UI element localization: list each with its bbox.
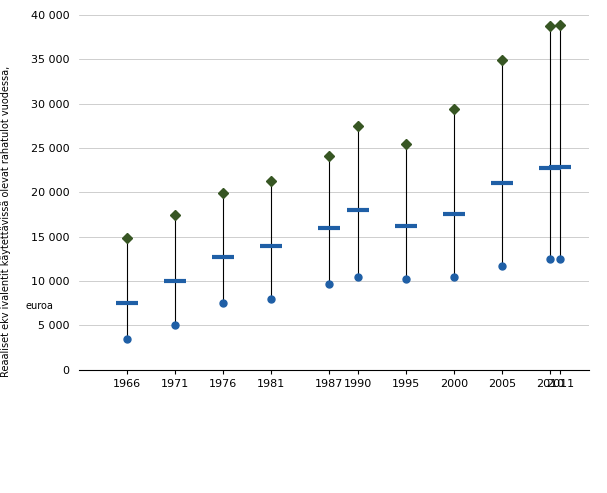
Text: euroa: euroa: [25, 301, 53, 311]
Text: Reaaliset ekv ivalentit käytettävissä olevat rahatulot vuodessa,: Reaaliset ekv ivalentit käytettävissä ol…: [1, 66, 11, 378]
